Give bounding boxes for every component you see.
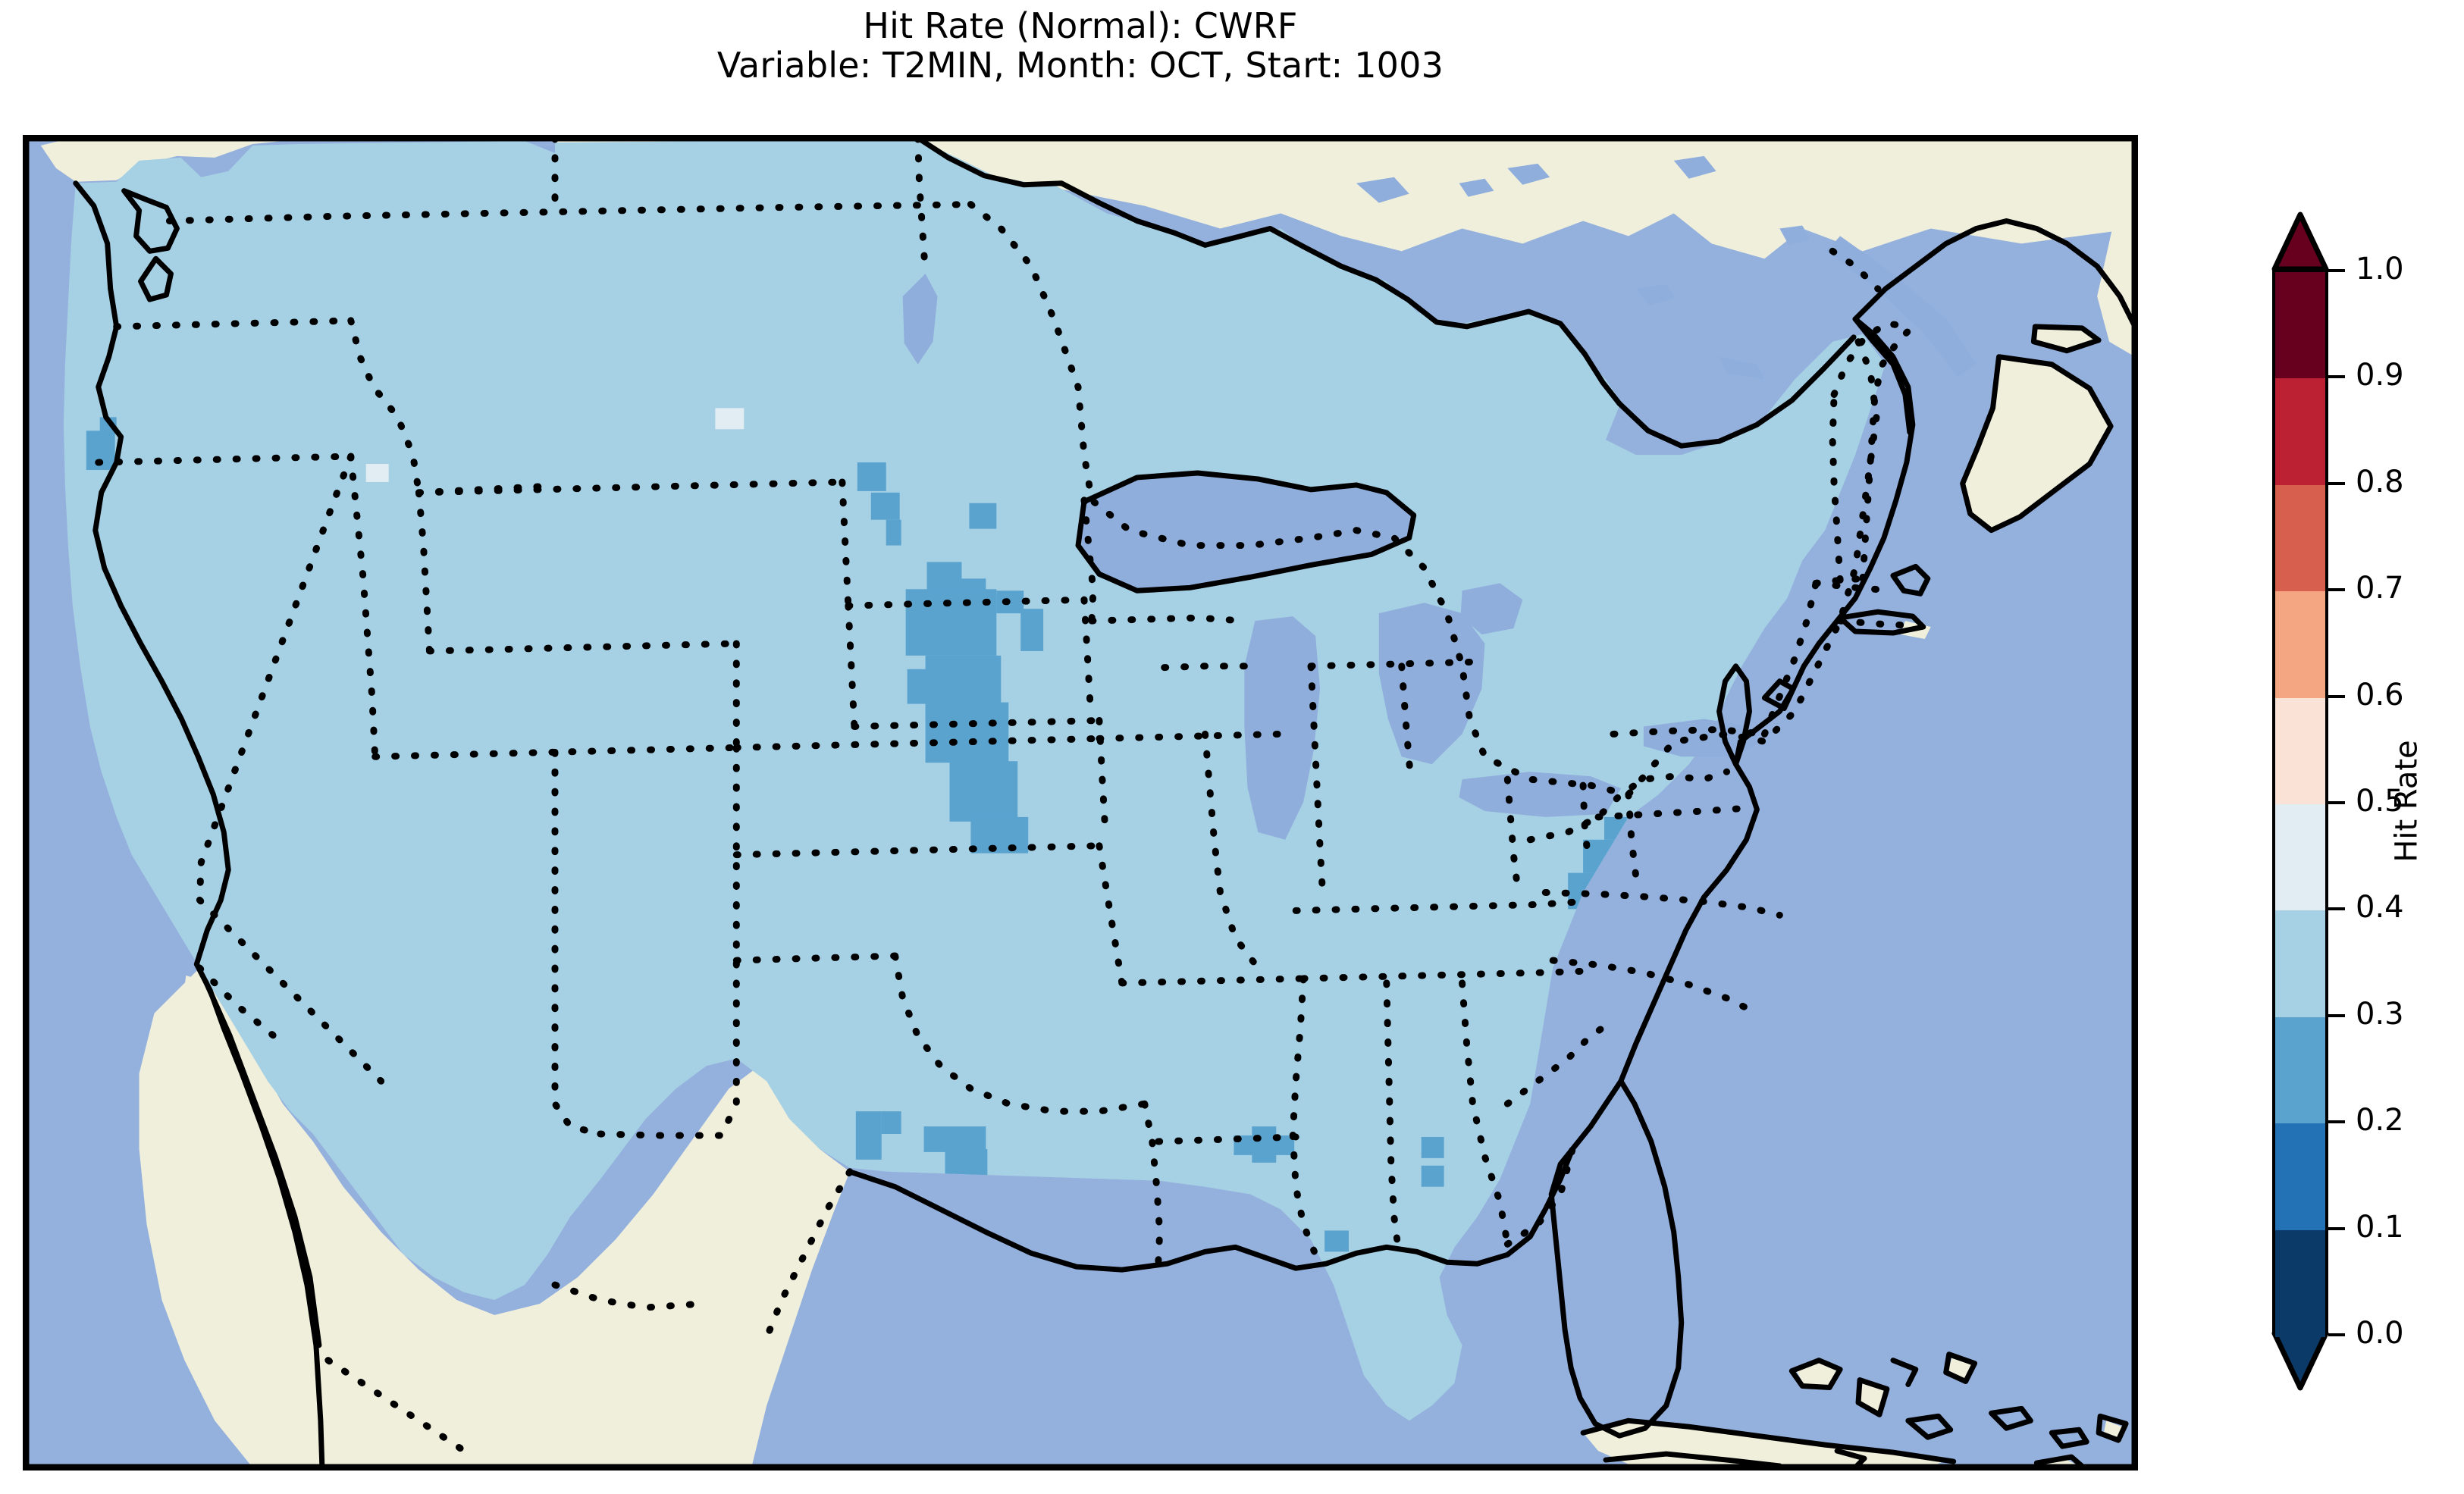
colorbar[interactable]: 1.0 0.9 0.8 0.7 0.6 0.5 0.4 0.3 0.2 0.1 0.0 bbox=[2271, 211, 2404, 1391]
colorbar-tick-label: 0.0 bbox=[2356, 1316, 2404, 1351]
colorbar-tick-mark bbox=[2328, 694, 2345, 698]
colorbar-tick-label: 0.6 bbox=[2356, 677, 2404, 713]
colorbar-tick-mark bbox=[2328, 1013, 2345, 1017]
colorbar-gradient bbox=[2272, 269, 2328, 1337]
colorbar-tick-mark bbox=[2328, 481, 2345, 485]
colorbar-axis-label: Hit Rate bbox=[2384, 269, 2430, 1333]
colorbar-tick-mark bbox=[2328, 269, 2345, 272]
colorbar-label-text: Hit Rate bbox=[2390, 740, 2425, 863]
colorbar-tick-label: 0.7 bbox=[2356, 571, 2404, 606]
title-line-2: Variable: T2MIN, Month: OCT, Start: 1003 bbox=[716, 45, 1444, 86]
colorbar-extend-top-arrow bbox=[2271, 211, 2329, 271]
colorbar-tick-mark bbox=[2328, 907, 2345, 911]
colorbar-tick-label: 0.4 bbox=[2356, 890, 2404, 926]
map-svg bbox=[26, 138, 2135, 1467]
colorbar-tick-mark bbox=[2328, 801, 2345, 804]
colorbar-extend-bottom-arrow bbox=[2271, 1332, 2329, 1391]
coastlines bbox=[73, 138, 2135, 1467]
chart-title-block: Hit Rate (Normal): CWRF Variable: T2MIN,… bbox=[0, 6, 2161, 86]
colorbar-segment bbox=[2275, 1016, 2325, 1124]
colorbar-segment bbox=[2275, 272, 2325, 379]
colorbar-tick-mark bbox=[2328, 1333, 2345, 1336]
colorbar-segment bbox=[2275, 1123, 2325, 1231]
colorbar-tick-label: 0.3 bbox=[2356, 996, 2404, 1032]
title-line-1: Hit Rate (Normal): CWRF bbox=[863, 5, 1298, 46]
colorbar-tick-mark bbox=[2328, 1226, 2345, 1230]
colorbar-segment bbox=[2275, 1229, 2325, 1337]
colorbar-tick-mark bbox=[2328, 588, 2345, 592]
colorbar-segment bbox=[2275, 910, 2325, 1018]
state-borders bbox=[95, 138, 1917, 1455]
colorbar-ticks: 1.0 0.9 0.8 0.7 0.6 0.5 0.4 0.3 0.2 0.1 0.0 bbox=[2328, 252, 2464, 1351]
colorbar-tick-label: 0.5 bbox=[2356, 784, 2404, 819]
colorbar-segment bbox=[2275, 378, 2325, 486]
colorbar-tick-label: 1.0 bbox=[2356, 252, 2404, 287]
colorbar-tick-label: 0.2 bbox=[2356, 1103, 2404, 1139]
colorbar-tick-label: 0.9 bbox=[2356, 358, 2404, 393]
colorbar-tick-mark bbox=[2328, 1120, 2345, 1124]
map-frame bbox=[26, 138, 2135, 1467]
map-axes bbox=[23, 135, 2138, 1471]
colorbar-tick-mark bbox=[2328, 375, 2345, 379]
colorbar-tick-label: 0.8 bbox=[2356, 464, 2404, 500]
colorbar-segment bbox=[2275, 804, 2325, 911]
colorbar-segment bbox=[2275, 484, 2325, 592]
colorbar-segment bbox=[2275, 591, 2325, 699]
colorbar-segment bbox=[2275, 697, 2325, 805]
colorbar-tick-label: 0.1 bbox=[2356, 1209, 2404, 1245]
